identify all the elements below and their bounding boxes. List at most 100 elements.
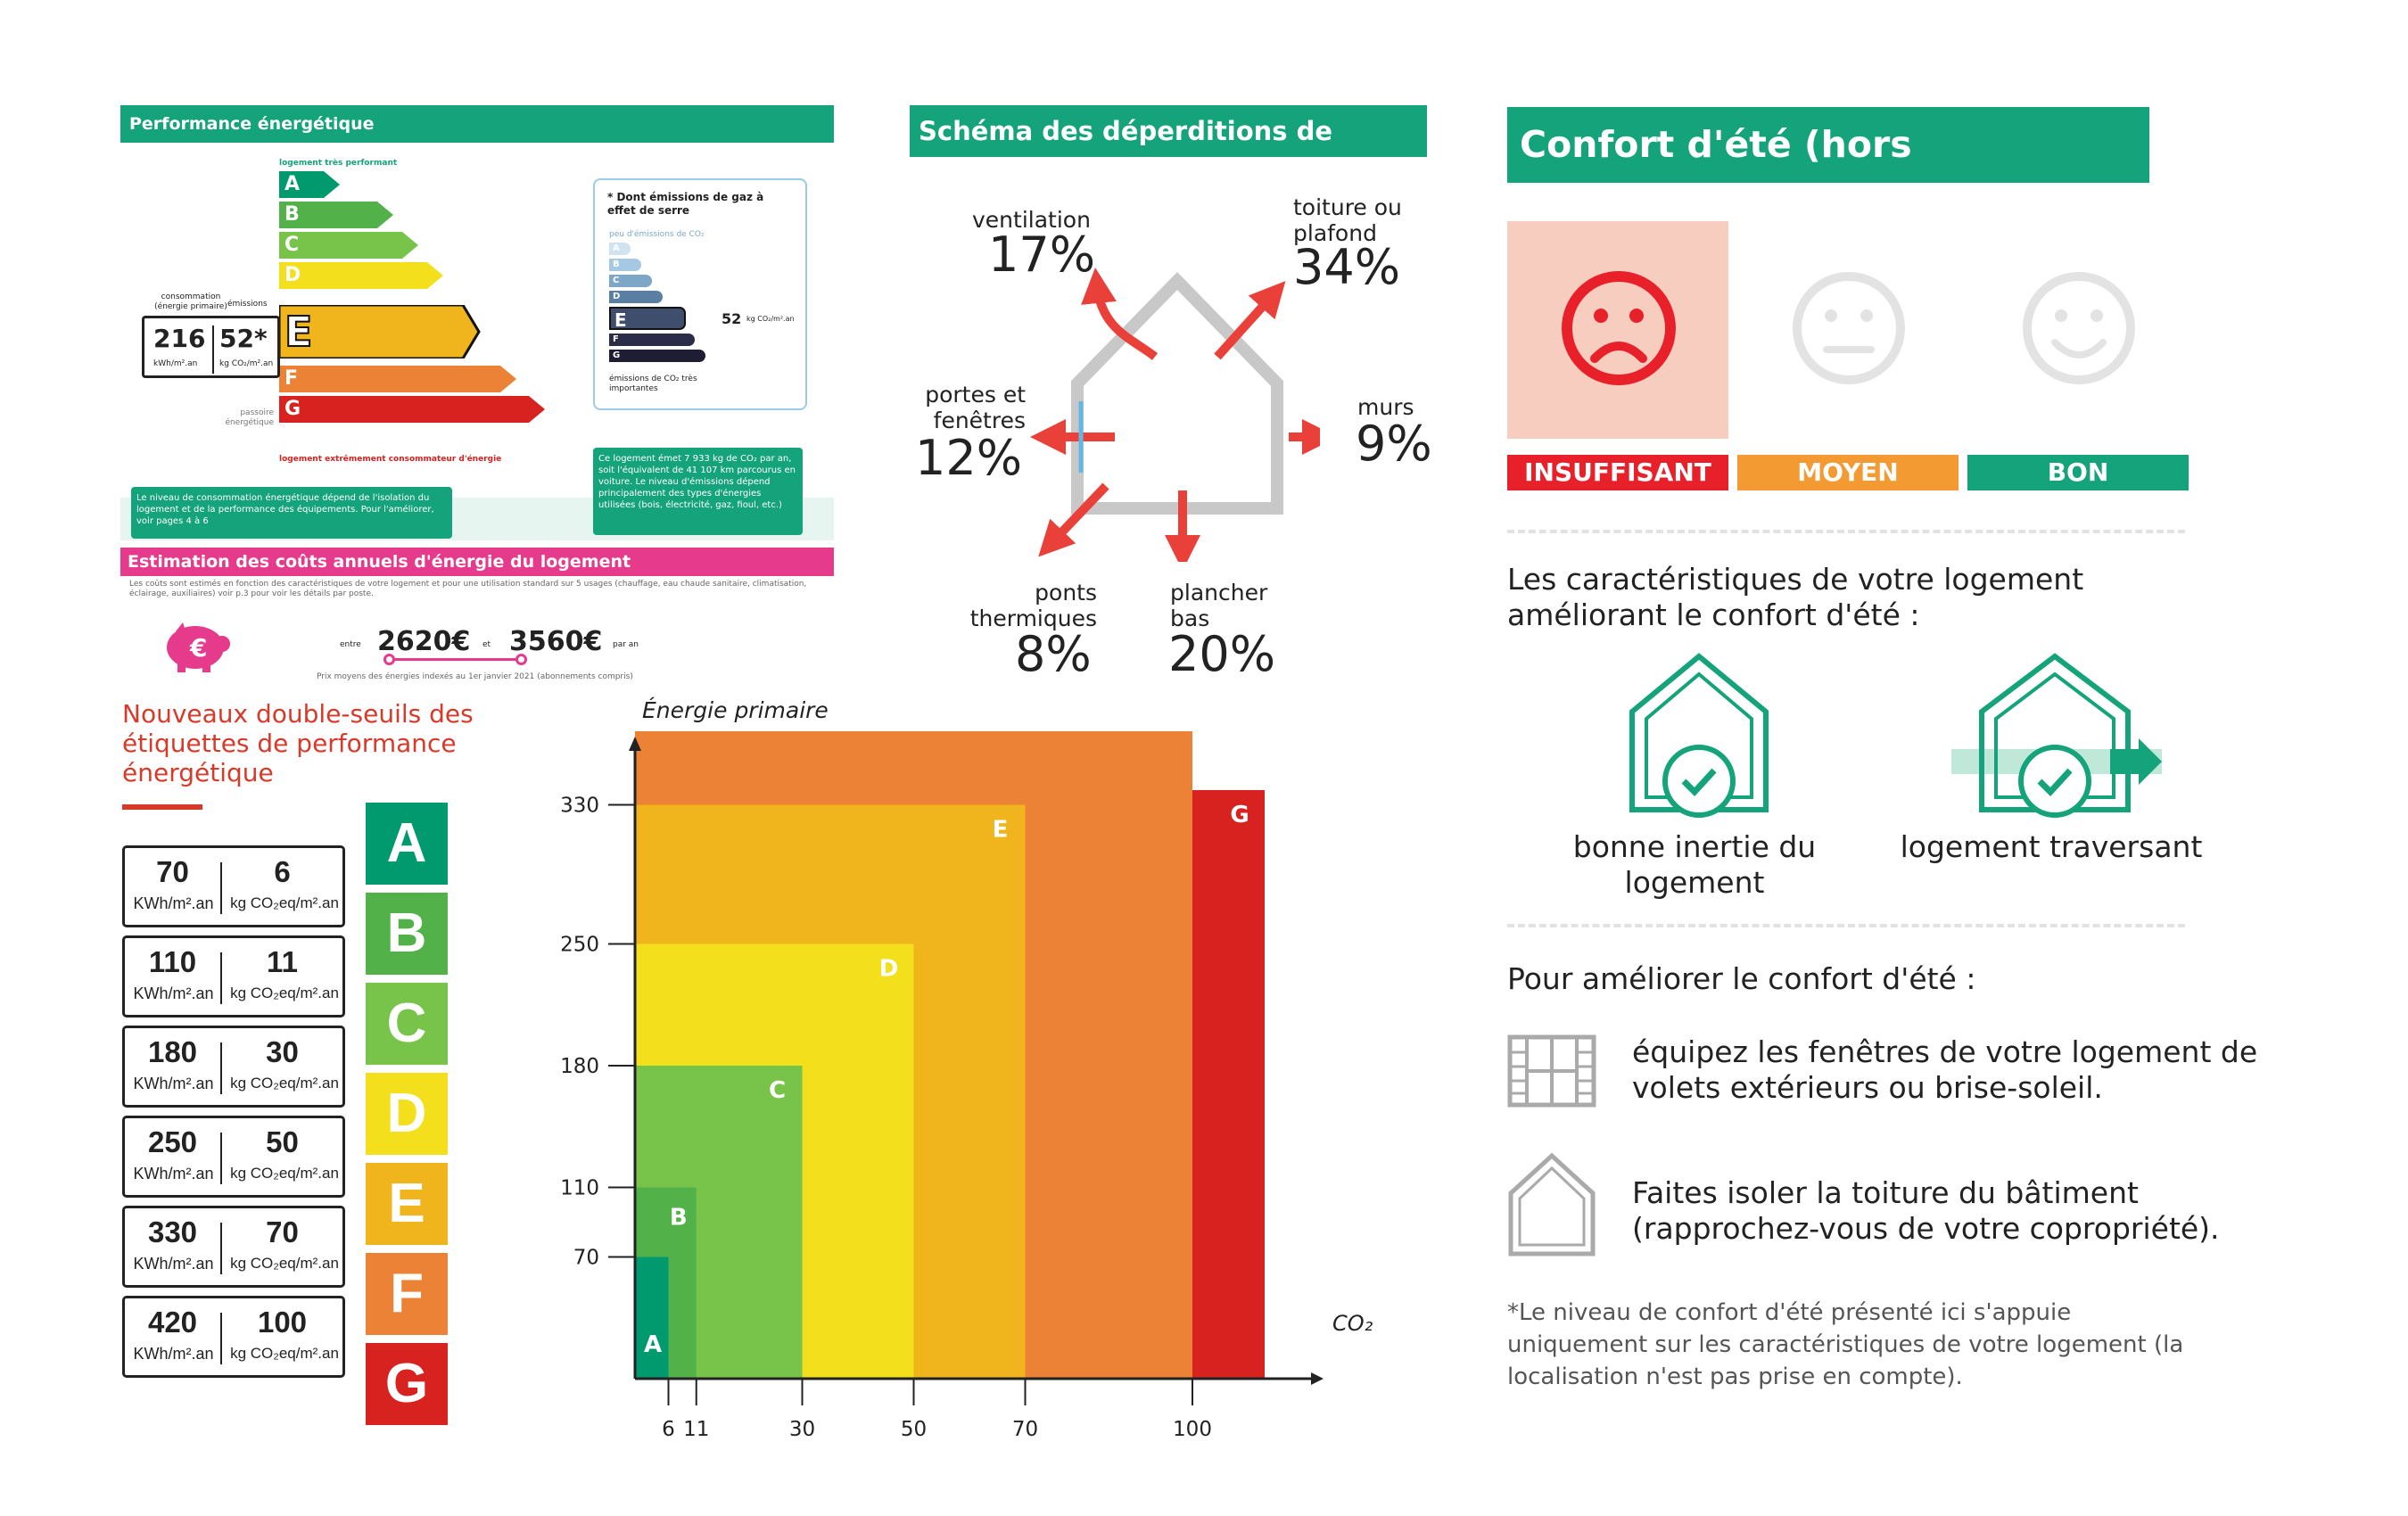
- energy-threshold: 70: [156, 855, 189, 888]
- co2-threshold: 100: [257, 1306, 308, 1339]
- roof-icon: [1508, 1152, 1596, 1256]
- co2-band-e: E: [609, 307, 686, 331]
- selected-rating-bg: [1507, 221, 1728, 439]
- co2-emissions-box: * Dont émissions de gaz à effet de serre…: [593, 178, 807, 410]
- neutral-face-icon: [1793, 272, 1905, 384]
- co2-unit: kg CO₂eq/m².an: [230, 1345, 339, 1362]
- dpe-band-d: D: [279, 262, 445, 289]
- cost-and: et: [482, 640, 491, 649]
- threshold-letter-c: C: [366, 983, 448, 1065]
- heat-loss-pct-portes: 12%: [915, 430, 1023, 486]
- co2-threshold: 6: [274, 855, 291, 888]
- rating-moyen: MOYEN: [1737, 455, 1959, 490]
- dpe-band-letter: D: [285, 264, 301, 286]
- sad-face-icon: [1562, 271, 1676, 385]
- region-label-a: A: [644, 1331, 662, 1358]
- emissions-value: 52*: [219, 324, 268, 353]
- region-a: [635, 1256, 669, 1379]
- prices-note: Prix moyens des énergies indexés au 1er …: [317, 672, 633, 681]
- heat-loss-label-toiture: toiture ou plafond: [1293, 194, 1402, 246]
- comfort-footnote: *Le niveau de confort d'été présenté ici…: [1507, 1299, 2184, 1390]
- x-tick-label: 70: [1012, 1418, 1038, 1441]
- costs-header: Estimation des coûts annuels d'énergie d…: [120, 548, 834, 576]
- dpe-band-letter: G: [285, 398, 301, 420]
- y-tick-label: 180: [560, 1055, 599, 1078]
- threshold-letter-b: B: [366, 893, 448, 975]
- threshold-row: 330 70 KWh/m².an kg CO₂eq/m².an: [122, 1206, 345, 1288]
- energy-threshold: 180: [147, 1035, 198, 1068]
- consumption-label: consommation (énergie primaire): [154, 292, 227, 311]
- heat-loss-pct-ponts: 8%: [1015, 626, 1092, 682]
- note-consumption: Le niveau de consommation énergétique dé…: [131, 487, 452, 539]
- feature-inertia: bonne inertie du logement: [1572, 829, 1817, 900]
- region-label-d: D: [879, 956, 899, 983]
- x-tick-label: 6: [662, 1418, 675, 1441]
- x-tick-label: 30: [789, 1418, 815, 1441]
- region-label-b: B: [670, 1205, 688, 1232]
- house-inertia-icon: [1629, 653, 1769, 818]
- happy-face-icon: [2023, 272, 2135, 384]
- emissions-label: émissions: [227, 300, 268, 309]
- house-diagram: [1071, 271, 1283, 515]
- heat-loss-label-murs: murs: [1357, 394, 1414, 420]
- heat-loss-pct-ventilation: 17%: [988, 227, 1096, 283]
- arrow-toiture: [1214, 281, 1286, 360]
- threshold-row: 180 30 KWh/m².an kg CO₂eq/m².an: [122, 1026, 345, 1108]
- thresholds-title: Nouveaux double-seuils des étiquettes de…: [122, 699, 474, 787]
- threshold-row: 250 50 KWh/m².an kg CO₂eq/m².an: [122, 1116, 345, 1198]
- dpe-band-c: C: [279, 232, 420, 259]
- chart-ylabel: Énergie primaire: [642, 697, 829, 723]
- window-shutter-icon: [1507, 1034, 1596, 1108]
- emissions-unit: kg CO₂/m².an: [219, 359, 274, 368]
- heat-loss-title: Schéma des déperditions de chaleur: [910, 105, 1427, 198]
- threshold-row: 70 6 KWh/m².an kg CO₂eq/m².an: [122, 845, 345, 927]
- heat-loss-label-portes: portes et fenêtres: [925, 382, 1026, 433]
- passoire-label: passoire énergétique: [225, 408, 274, 427]
- y-axis-arrow: [629, 737, 641, 751]
- co2-threshold: 11: [267, 945, 298, 978]
- heat-loss-pct-toiture: 34%: [1293, 239, 1401, 295]
- heat-loss-pct-murs: 9%: [1356, 416, 1432, 472]
- dpe-band-a: A: [279, 171, 342, 198]
- co2-box-value: 52: [722, 310, 742, 327]
- dpe-top-label: logement très performant: [279, 159, 398, 168]
- dpe-band-letter: B: [285, 203, 300, 226]
- dpe-band-letter: E: [284, 307, 313, 357]
- energy-unit: KWh/m².an: [133, 1075, 214, 1092]
- co2-band-d: D: [609, 291, 663, 303]
- region-label-e: E: [993, 817, 1009, 844]
- threshold-letter-e: E: [366, 1163, 448, 1245]
- co2-band-a: A: [609, 243, 631, 255]
- co2-unit: kg CO₂eq/m².an: [230, 985, 339, 1001]
- current-values-box: 216 kWh/m².an 52* kg CO₂/m².an: [142, 316, 280, 378]
- energy-threshold: 250: [147, 1125, 198, 1158]
- cost-per-year: par an: [613, 640, 639, 649]
- heat-loss-label-ventilation: ventilation: [972, 207, 1091, 233]
- action-shutters: équipez les fenêtres de votre logement d…: [1632, 1034, 2258, 1105]
- rating-insuffisant: INSUFFISANT: [1507, 455, 1728, 490]
- heat-loss-label-plancher: plancher bas: [1170, 580, 1268, 631]
- improve-title: Pour améliorer le confort d'été :: [1507, 961, 1976, 996]
- co2-unit: kg CO₂eq/m².an: [230, 1255, 339, 1272]
- dpe-band-b: B: [279, 202, 395, 228]
- dpe-band-letter: C: [285, 234, 300, 256]
- dpe-label: Performance énergétique logement très pe…: [120, 105, 834, 685]
- features-title: Les caractéristiques de votre logement a…: [1507, 562, 2084, 632]
- rating-bon: BON: [1967, 455, 2189, 490]
- dpe-header: Performance énergétique: [120, 105, 834, 143]
- energy-unit: KWh/m².an: [133, 1345, 214, 1363]
- chart-xlabel: CO₂: [1332, 1311, 1373, 1336]
- costs-text: Les coûts sont estimés en fonction des c…: [129, 580, 807, 598]
- threshold-letter-d: D: [366, 1073, 448, 1155]
- through-house-icon: [1951, 653, 2162, 818]
- heat-loss-label-ponts: ponts thermiques: [969, 580, 1097, 631]
- heat-loss-pct-plancher: 20%: [1168, 626, 1276, 682]
- dpe-band-e: E: [279, 305, 481, 358]
- energy-threshold: 110: [148, 945, 197, 978]
- energy-threshold: 420: [147, 1306, 198, 1339]
- comfort-title: Confort d'été (hors climatisation)*: [1507, 107, 2149, 242]
- cost-low: 2620€: [377, 626, 471, 657]
- threshold-row: 110 11 KWh/m².an kg CO₂eq/m².an: [122, 935, 345, 1018]
- co2-threshold: 70: [266, 1215, 299, 1248]
